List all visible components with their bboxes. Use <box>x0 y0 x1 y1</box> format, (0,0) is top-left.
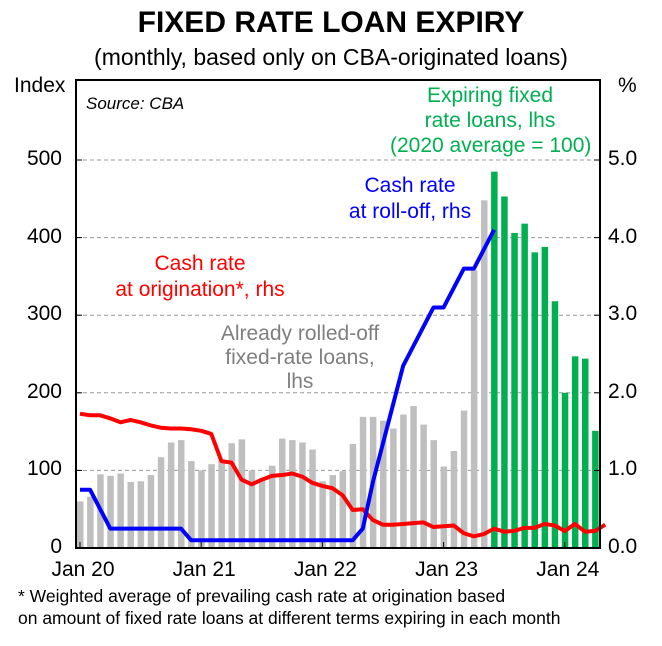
left-tick-label: 300 <box>26 302 62 326</box>
x-tick-label: Jan 24 <box>536 558 600 581</box>
chart-subtitle: (monthly, based only on CBA-originated l… <box>94 44 568 70</box>
rolled-off-bar <box>289 440 296 548</box>
expiring-bar <box>491 171 498 548</box>
rolled-off-bar <box>309 449 316 548</box>
rolled-off-label: Already rolled-off <box>220 322 380 345</box>
expiring-bar <box>521 223 528 548</box>
expiring-bar <box>511 232 518 548</box>
rolled-off-bar <box>198 470 205 548</box>
right-tick-label: 3.0 <box>608 302 638 326</box>
rolled-off-bar <box>178 440 185 548</box>
x-tick-label: Jan 21 <box>172 558 236 581</box>
rolled-off-bar <box>107 475 114 548</box>
rolled-off-bar <box>380 420 387 548</box>
rolled-off-bar <box>208 464 215 548</box>
expiring-bar <box>531 252 538 548</box>
rolled-off-label: lhs <box>286 370 314 393</box>
left-tick-label: 500 <box>26 147 62 170</box>
right-tick-label: 4.0 <box>608 224 638 248</box>
origination-label: Cash rate <box>154 252 246 275</box>
rolled-off-bar <box>359 416 367 548</box>
roll-off-label: at roll-off, rhs <box>348 200 472 223</box>
rolled-off-bar <box>349 444 357 548</box>
right-tick-label: 5.0 <box>608 147 638 170</box>
rolled-off-bar <box>228 443 235 548</box>
x-tick-label: Jan 23 <box>415 558 479 581</box>
expiring-label: rate loans, lhs <box>424 109 556 132</box>
expiring-label: Expiring fixed <box>426 84 554 107</box>
source-note: Source: CBA <box>86 94 185 113</box>
rolled-off-bar <box>319 481 326 548</box>
expiring-bar <box>582 358 589 548</box>
left-tick-label: 200 <box>26 379 62 403</box>
origination-rate-line <box>79 411 607 539</box>
left-tick-label: 0 <box>50 535 62 558</box>
expiring-bar <box>541 246 549 549</box>
expiring-bar <box>592 430 599 548</box>
rolled-off-bar <box>147 475 155 548</box>
rolled-off-bar <box>430 440 437 548</box>
rolled-off-bar <box>400 414 407 548</box>
rolled-off-bar <box>87 496 94 548</box>
rolled-off-bar <box>77 501 84 548</box>
rolled-off-label: fixed-rate loans, <box>225 346 375 369</box>
rolled-off-bar <box>450 451 458 548</box>
expiring-bar <box>571 356 579 548</box>
rolled-off-bar <box>137 481 145 548</box>
rolled-off-bar <box>420 424 427 548</box>
rolled-off-bar <box>470 270 478 548</box>
rolled-off-bar <box>481 200 488 549</box>
rolled-off-bar <box>258 478 266 548</box>
rolled-off-bar <box>410 405 417 548</box>
chart-title: FIXED RATE LOAN EXPIRY <box>137 6 525 39</box>
rolled-off-bar <box>117 473 124 548</box>
expiring-bar <box>551 301 559 548</box>
rolled-off-bar <box>279 438 286 548</box>
right-tick-label: 1.0 <box>608 457 638 481</box>
footnote-line-2: on amount of fixed rate loans at differe… <box>18 608 561 628</box>
rolled-off-bar <box>218 459 225 548</box>
rolled-off-bar <box>460 410 468 548</box>
rolled-off-bar <box>238 439 246 548</box>
right-axis-label: % <box>618 74 637 97</box>
rolled-off-bar <box>167 442 175 548</box>
rolled-off-bar <box>157 457 165 548</box>
right-tick-label: 0.0 <box>608 535 638 558</box>
x-tick-label: Jan 22 <box>293 558 357 581</box>
rolled-off-bar <box>248 470 256 548</box>
roll-off-label: Cash rate <box>364 174 456 197</box>
expiring-bar <box>561 392 569 548</box>
x-tick-label: Jan 20 <box>51 558 115 581</box>
left-tick-label: 400 <box>26 224 62 248</box>
rolled-off-bar <box>339 471 347 548</box>
origination-label: at origination*, rhs <box>115 278 285 301</box>
rolled-off-bar <box>188 461 195 548</box>
rolled-off-bar <box>390 428 397 548</box>
rolled-off-bar <box>299 442 306 548</box>
rolled-off-bar <box>329 475 336 548</box>
plot-frame <box>75 79 601 549</box>
footnote-line-1: * Weighted average of prevailing cash ra… <box>18 586 506 606</box>
rolled-off-bar <box>268 465 276 548</box>
rolled-off-bar <box>127 482 134 548</box>
left-axis-label: Index <box>14 74 66 97</box>
rolled-off-bar <box>440 466 448 548</box>
left-tick-label: 100 <box>26 457 62 481</box>
right-tick-label: 2.0 <box>608 379 638 403</box>
roll-off-rate-line <box>80 228 496 543</box>
expiring-label: (2020 average = 100) <box>390 134 592 157</box>
expiring-bar <box>501 196 508 549</box>
